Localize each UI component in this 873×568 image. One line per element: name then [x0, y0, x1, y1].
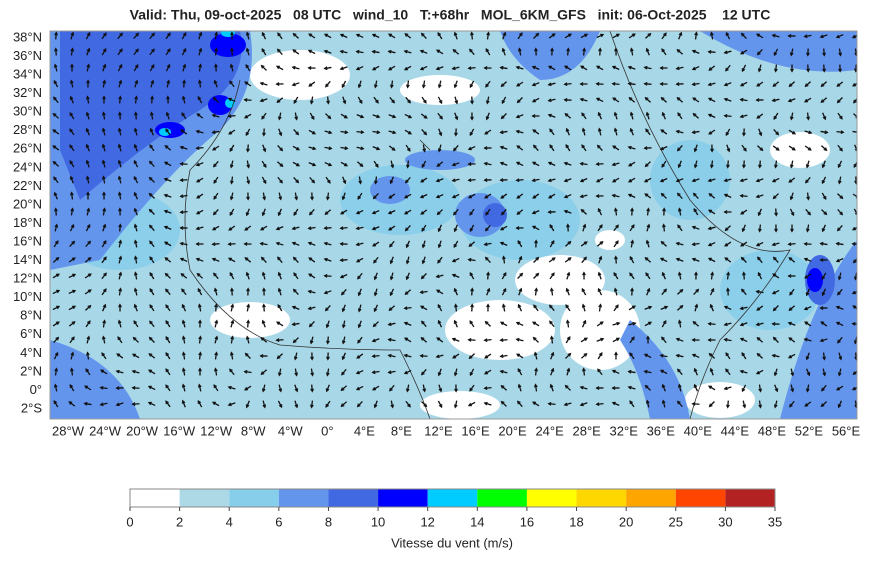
colorbar-segment	[130, 489, 180, 507]
colorbar-tick-label: 0	[126, 514, 133, 529]
lat-label: 38°N	[13, 29, 42, 44]
colorbar-segment	[676, 489, 726, 507]
colorbar-tick-label: 18	[569, 514, 583, 529]
colorbar-label: Vitesse du vent (m/s)	[391, 535, 513, 550]
colorbar-tick-label: 14	[470, 514, 484, 529]
lat-label: 0°	[30, 382, 42, 397]
lon-label: 48°E	[758, 423, 787, 438]
map	[50, 29, 859, 419]
lon-label: 56°E	[832, 423, 861, 438]
lon-label: 24°W	[89, 423, 122, 438]
lat-label: 14°N	[13, 252, 42, 267]
lon-label: 4°E	[354, 423, 375, 438]
lon-label: 16°W	[163, 423, 196, 438]
lon-label: 24°E	[535, 423, 564, 438]
colorbar-segment	[180, 489, 230, 507]
colorbar-tick-label: 12	[420, 514, 434, 529]
lat-label: 20°N	[13, 196, 42, 211]
lon-label: 28°E	[572, 423, 601, 438]
lat-label: 6°N	[20, 326, 42, 341]
lat-label: 22°N	[13, 178, 42, 193]
colorbar-tick-label: 16	[520, 514, 534, 529]
lat-label: 12°N	[13, 271, 42, 286]
colorbar-tick-label: 4	[226, 514, 233, 529]
lon-label: 32°E	[610, 423, 639, 438]
lat-label: 2°N	[20, 363, 42, 378]
colorbar-tick-label: 10	[371, 514, 385, 529]
colorbar-segment	[527, 489, 577, 507]
colorbar-segment	[428, 489, 478, 507]
colorbar-segment	[229, 489, 279, 507]
lon-label: 36°E	[647, 423, 676, 438]
lon-label: 8°W	[241, 423, 266, 438]
colorbar-tick-label: 8	[325, 514, 332, 529]
colorbar-tick-label: 35	[768, 514, 782, 529]
lon-label: 12°E	[424, 423, 453, 438]
colorbar-tick-label: 30	[718, 514, 732, 529]
lon-label: 20°W	[126, 423, 159, 438]
colorbar-tick-label: 20	[619, 514, 633, 529]
colorbar-segment	[725, 489, 775, 507]
lat-label: 30°N	[13, 104, 42, 119]
title: Valid: Thu, 09-oct-2025 08 UTC wind_10 T…	[130, 7, 771, 23]
lat-label: 36°N	[13, 48, 42, 63]
lat-label: 18°N	[13, 215, 42, 230]
colorbar-segment	[378, 489, 428, 507]
lon-label: 4°W	[278, 423, 303, 438]
lon-axis: 28°W 24°W 20°W 16°W 12°W 8°W 4°W 0° 4°E 8°E 12°E 16…	[52, 423, 860, 438]
lat-axis: 38°N 36°N 34°N 32°N 30°N 28°N 26°N 24°N 22°N 20°N…	[13, 29, 42, 415]
colorbar-segment	[626, 489, 676, 507]
colorbar-tick-label: 25	[669, 514, 683, 529]
lon-label: 20°E	[498, 423, 527, 438]
lat-label: 4°N	[20, 345, 42, 360]
lat-label: 26°N	[13, 141, 42, 156]
lat-label: 16°N	[13, 233, 42, 248]
lat-label: 24°N	[13, 159, 42, 174]
colorbar-segment	[577, 489, 627, 507]
lat-label: 2°S	[21, 400, 42, 415]
colorbar-tick-label: 2	[176, 514, 183, 529]
lon-label: 12°W	[200, 423, 233, 438]
lat-label: 8°N	[20, 308, 42, 323]
colorbar-segment	[279, 489, 329, 507]
lon-label: 8°E	[391, 423, 412, 438]
lon-label: 28°W	[52, 423, 85, 438]
lat-label: 32°N	[13, 85, 42, 100]
lon-label: 40°E	[684, 423, 713, 438]
lon-label: 0°	[321, 423, 333, 438]
lat-label: 34°N	[13, 67, 42, 82]
lon-label: 16°E	[461, 423, 490, 438]
colorbar-segment	[328, 489, 378, 507]
colorbar-tick-label: 6	[275, 514, 282, 529]
lat-label: 10°N	[13, 289, 42, 304]
lat-label: 28°N	[13, 122, 42, 137]
colorbar: 0 2 4 6 8 10 12 14 16 18 20 25 30 35	[126, 489, 782, 529]
lon-label: 52°E	[795, 423, 824, 438]
lon-label: 44°E	[721, 423, 750, 438]
colorbar-segment	[477, 489, 527, 507]
